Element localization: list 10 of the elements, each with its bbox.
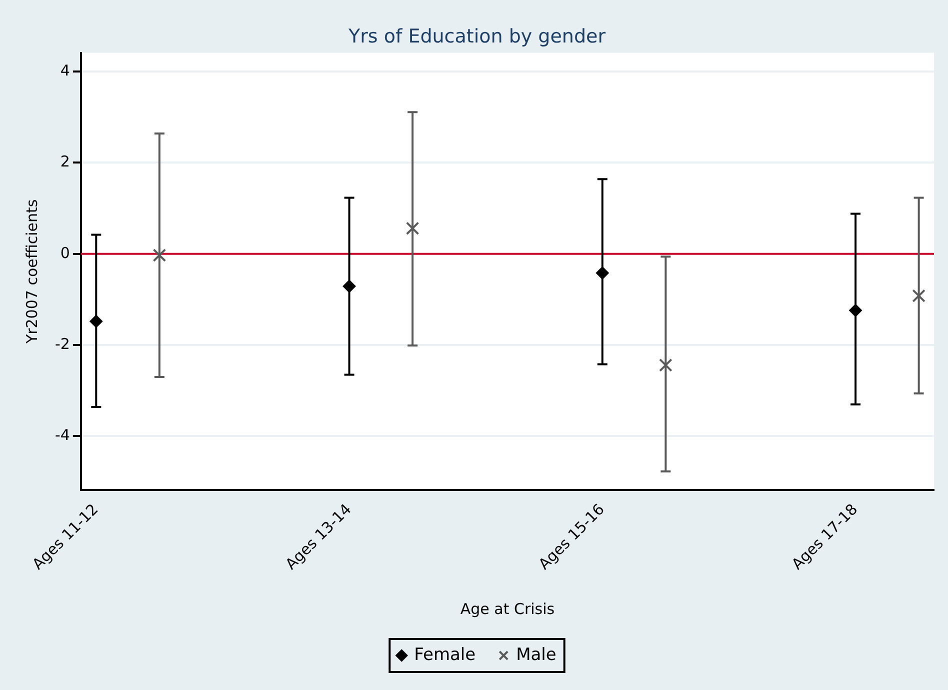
y-tick-label: -2	[54, 334, 70, 353]
y-tick-label: 4	[60, 61, 70, 80]
y-tick-label: 2	[60, 152, 70, 171]
y-tick-label: -4	[54, 426, 70, 444]
x-axis-title: Age at Crisis	[460, 600, 555, 618]
y-axis-title: Yr2007 coefficients	[22, 199, 41, 345]
y-tick-label: 0	[60, 244, 70, 262]
legend-label: Female	[414, 644, 476, 665]
legend-label: Male	[516, 644, 556, 665]
chart-title: Yrs of Education by gender	[347, 25, 606, 48]
